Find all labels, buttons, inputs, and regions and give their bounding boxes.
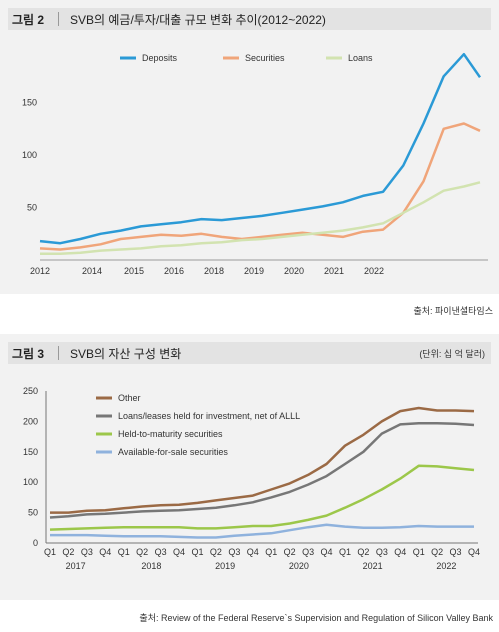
x-tick-label: Q2 xyxy=(210,547,222,557)
x-tick-label: Q1 xyxy=(118,547,130,557)
x-tick-label: 2021 xyxy=(324,266,344,276)
x-tick-label: 2014 xyxy=(82,266,102,276)
series-2-line xyxy=(49,464,475,531)
x-tick-label: Q1 xyxy=(265,547,277,557)
title-divider xyxy=(58,12,59,26)
x-tick-label: Q4 xyxy=(247,547,259,557)
x-tick-label: Q2 xyxy=(136,547,148,557)
x-tick-label: Q4 xyxy=(321,547,333,557)
series-0-line xyxy=(50,406,475,514)
figure2-title: SVB의 예금/투자/대출 규모 변화 추이(2012~2022) xyxy=(70,13,326,27)
x-tick-label: 2016 xyxy=(164,266,184,276)
figure2-label: 그림 2 xyxy=(12,13,45,27)
year-label: 2022 xyxy=(436,561,456,571)
year-label: 2021 xyxy=(363,561,383,571)
figure2-panel: 그림 2 SVB의 예금/투자/대출 규모 변화 추이(2012~2022) 5… xyxy=(0,0,499,294)
y-tick-label: 100 xyxy=(23,477,38,487)
figure3-chart: 0 50 100 150 200 250 Q1 Q2 Q3 Q4 Q1 Q2 Q3 Q4 Q1 Q2 Q3 Q4 Q… xyxy=(23,386,480,571)
x-tick-label: Q1 xyxy=(44,547,56,557)
figure3-label: 그림 3 xyxy=(12,347,45,361)
figure2-titlebar: 그림 2 SVB의 예금/투자/대출 규모 변화 추이(2012~2022) xyxy=(8,8,491,30)
series-line-loans xyxy=(40,181,481,255)
x-tick-label: 2015 xyxy=(124,266,144,276)
x-tick-label: Q2 xyxy=(62,547,74,557)
x-tick-label: 2018 xyxy=(204,266,224,276)
x-tick-label: Q1 xyxy=(413,547,425,557)
figure2-source: 출처: 파이낸셜타임스 xyxy=(413,306,493,316)
year-label: 2019 xyxy=(215,561,235,571)
x-tick-label: Q3 xyxy=(450,547,462,557)
figure3-title: SVB의 자산 구성 변화 xyxy=(70,347,182,361)
figure3-source: 출처: Review of the Federal Reserve`s Supe… xyxy=(139,613,493,623)
x-tick-label: Q3 xyxy=(376,547,388,557)
y-tick-label: 200 xyxy=(23,416,38,426)
series-line-securities xyxy=(39,122,481,251)
y-tick-label: 150 xyxy=(22,98,37,108)
legend-label-2: Held-to-maturity securities xyxy=(118,429,223,439)
figure3-unit: (단위: 십 억 달러) xyxy=(419,349,485,359)
x-tick-label: Q1 xyxy=(191,547,203,557)
figure3-panel: 그림 3 SVB의 자산 구성 변화 (단위: 십 억 달러) 0 50 100 15… xyxy=(0,334,499,600)
x-tick-label: 2012 xyxy=(30,266,50,276)
x-tick-label: 2020 xyxy=(284,266,304,276)
legend-label-loans: Loans xyxy=(348,53,373,63)
legend-label-3: Available-for-sale securities xyxy=(118,447,228,457)
year-label: 2017 xyxy=(66,561,86,571)
x-tick-label: Q4 xyxy=(99,547,111,557)
x-tick-label: Q2 xyxy=(357,547,369,557)
y-tick-label: 50 xyxy=(28,508,38,518)
series-3-line xyxy=(50,523,474,539)
y-tick-label: 250 xyxy=(23,386,38,396)
y-tick-label: 0 xyxy=(33,538,38,548)
x-tick-label: Q3 xyxy=(228,547,240,557)
y-tick-label: 100 xyxy=(22,150,37,160)
year-label: 2018 xyxy=(141,561,161,571)
x-tick-label: Q2 xyxy=(431,547,443,557)
x-tick-label: Q4 xyxy=(468,547,480,557)
x-tick-label: 2022 xyxy=(364,266,384,276)
x-tick-label: Q3 xyxy=(155,547,167,557)
legend-label-deposits: Deposits xyxy=(142,53,178,63)
legend-label-securities: Securities xyxy=(245,53,285,63)
y-tick-label: 50 xyxy=(27,203,37,213)
legend-label-1: Loans/leases held for investment, net of… xyxy=(118,411,300,421)
figure2-chart: 50 100 150 2012 2014 2015 2016 2018 2019 2020 2021… xyxy=(22,52,488,276)
year-label: 2020 xyxy=(289,561,309,571)
legend-label-0: Other xyxy=(118,393,141,403)
series-1-line xyxy=(49,421,475,519)
series-line-deposits xyxy=(39,52,482,245)
title-divider xyxy=(58,346,59,360)
x-tick-label: Q4 xyxy=(173,547,185,557)
x-tick-label: 2019 xyxy=(244,266,264,276)
x-tick-label: Q3 xyxy=(81,547,93,557)
x-tick-label: Q2 xyxy=(284,547,296,557)
x-tick-label: Q4 xyxy=(394,547,406,557)
figure3-titlebar: 그림 3 SVB의 자산 구성 변화 (단위: 십 억 달러) xyxy=(8,342,491,364)
x-tick-label: Q1 xyxy=(339,547,351,557)
x-tick-label: Q3 xyxy=(302,547,314,557)
y-tick-label: 150 xyxy=(23,447,38,457)
